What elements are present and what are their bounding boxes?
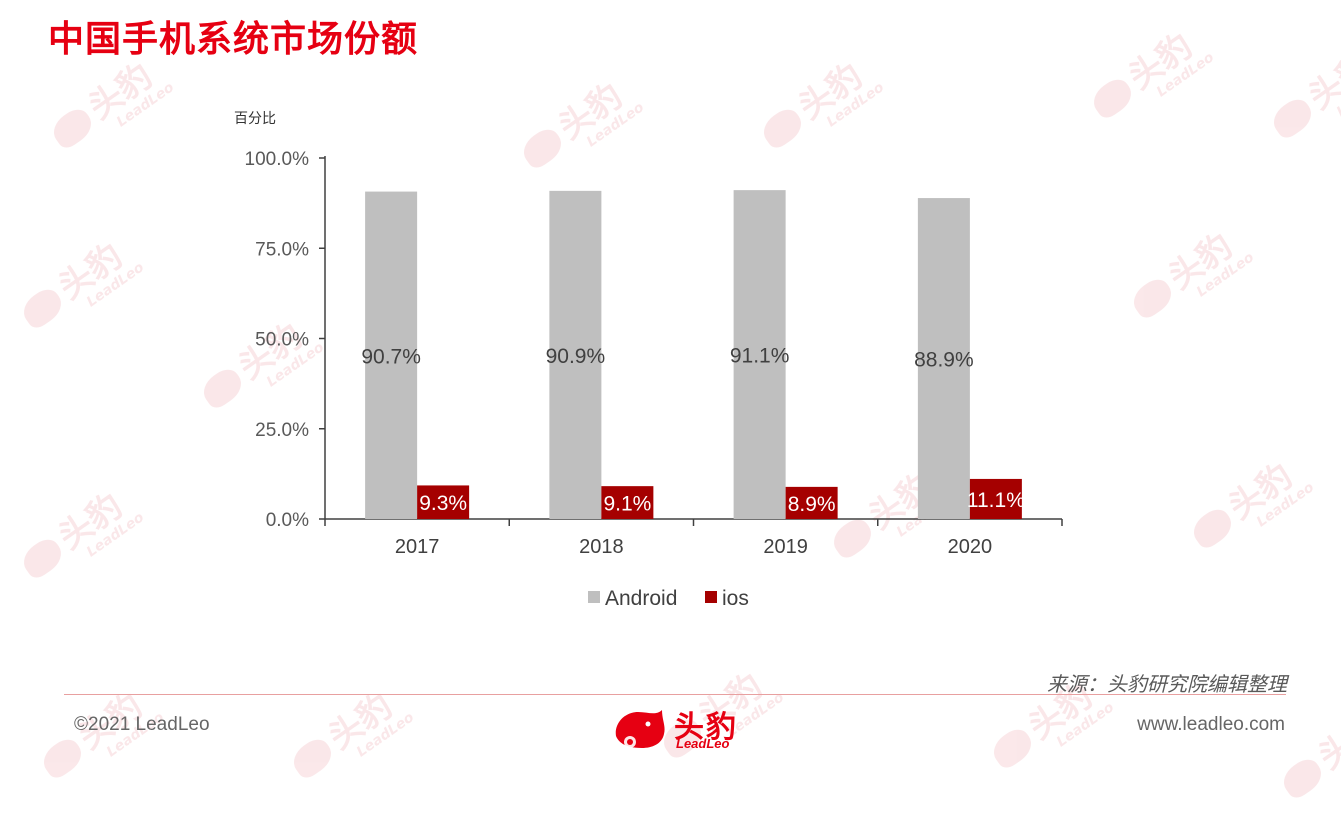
y-tick-label: 0.0%	[266, 510, 309, 531]
y-axis-title: 百分比	[234, 111, 276, 127]
watermark-leopard-icon	[1277, 754, 1328, 802]
x-tick-label: 2020	[948, 536, 993, 558]
ios-data-label: 9.3%	[419, 492, 467, 515]
legend: Android ios	[588, 587, 749, 610]
android-data-label: 90.7%	[361, 345, 421, 368]
x-tick-label: 2017	[395, 536, 440, 558]
android-bar	[365, 191, 418, 519]
watermark-text-en: LeadLeo	[353, 709, 418, 761]
y-tick-label: 50.0%	[255, 330, 309, 351]
ios-data-label: 9.1%	[603, 493, 651, 516]
x-tick-label: 2019	[763, 536, 808, 558]
logo-text-cn: 头豹	[674, 710, 738, 745]
ios-bar	[969, 478, 1022, 519]
y-tick-label: 100.0%	[245, 149, 310, 170]
android-data-label: 88.9%	[914, 349, 974, 372]
logo-text-en: LeadLeo	[676, 736, 730, 751]
bars: 90.7% 9.3% 90.9% 9.1% 91.1% 8.9% 88.9% 11.1%	[361, 190, 1025, 520]
leadleo-logo: 头豹 LeadLeo	[612, 702, 752, 756]
watermark-leopard-icon	[287, 734, 338, 782]
footer-divider	[64, 694, 1286, 695]
ios-bar	[785, 486, 838, 519]
android-bar	[917, 198, 970, 520]
android-data-label: 91.1%	[730, 345, 790, 368]
leopard-head-icon	[615, 710, 665, 748]
legend-swatch-android	[588, 591, 600, 603]
page-title: 中国手机系统市场份额	[48, 19, 419, 60]
legend-swatch-ios	[705, 591, 717, 603]
watermark-leopard-icon	[37, 734, 88, 782]
bar-chart: 百分比 0.0%25.0%50.0%75.0%100.0% 2017 2018 20…	[234, 111, 1063, 610]
ios-bar	[417, 485, 470, 519]
legend-label-ios: ios	[722, 587, 749, 610]
source-note: 来源：头豹研究院编辑整理	[1047, 672, 1287, 696]
android-bar	[733, 190, 786, 519]
x-tick-label: 2018	[579, 536, 624, 558]
legend-label-android: Android	[605, 587, 677, 610]
watermark-leopard-icon	[987, 724, 1038, 772]
copyright-text: ©2021 LeadLeo	[74, 714, 210, 735]
android-data-label: 90.9%	[546, 345, 606, 368]
android-bar	[549, 190, 602, 519]
y-tick-label: 75.0%	[255, 239, 309, 260]
watermark-text-cn: 头豹	[321, 685, 400, 758]
y-tick-label: 25.0%	[255, 420, 309, 441]
ios-bar	[601, 486, 654, 519]
ios-data-label: 8.9%	[788, 493, 836, 516]
website-url: www.leadleo.com	[1137, 714, 1285, 735]
watermark-text-en: LeadLeo	[1053, 699, 1118, 751]
ios-data-label: 11.1%	[967, 489, 1025, 512]
y-axis: 0.0% 25.0% 50.0% 75.0% 100.0%	[245, 149, 326, 531]
watermark-text-cn: 头豹	[1311, 705, 1341, 778]
x-axis: 2017 2018 2019 2020	[324, 518, 1063, 558]
